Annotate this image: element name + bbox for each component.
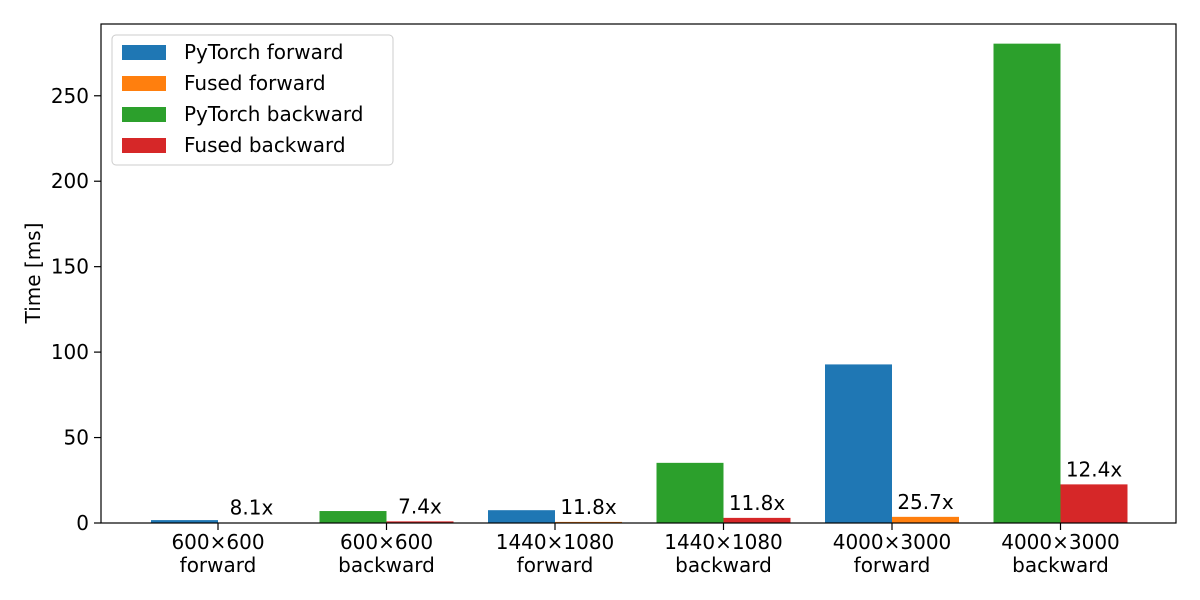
bar-fused-4 xyxy=(892,516,959,523)
legend-label-3: Fused backward xyxy=(184,133,346,157)
bar-labels-layer: 8.1x 7.4x 11.8x 11.8x 25.7x 12.4x xyxy=(230,457,1123,519)
y-axis: 0 50 100 150 200 250 xyxy=(51,84,101,535)
x-tick-label-4: 4000×3000 forward xyxy=(833,530,952,577)
speedup-label-5: 12.4x xyxy=(1066,457,1123,481)
y-tick-label-0: 0 xyxy=(76,511,89,535)
y-tick-label-3: 150 xyxy=(51,255,89,279)
legend-swatch-2 xyxy=(122,107,166,122)
speedup-label-2: 11.8x xyxy=(560,495,617,519)
bar-fused-1 xyxy=(386,521,454,523)
x-axis: 600×600 forward 600×600 backward 1440×1080 fo… xyxy=(171,523,1120,577)
bars-layer xyxy=(151,43,1128,523)
y-tick-label-1: 50 xyxy=(64,426,89,450)
x-tick-label-1: 600×600 backward xyxy=(338,530,435,577)
legend-label-1: Fused forward xyxy=(184,71,326,95)
x-tick-label-3: 1440×1080 backward xyxy=(664,530,783,577)
y-tick-label-2: 100 xyxy=(51,340,89,364)
legend-swatch-0 xyxy=(122,45,166,60)
y-tick-label-5: 250 xyxy=(51,84,89,108)
x-tick-label-0: 600×600 forward xyxy=(171,530,264,577)
bar-baseline-2 xyxy=(488,510,555,523)
speedup-label-4: 25.7x xyxy=(897,490,954,514)
bar-baseline-3 xyxy=(656,462,724,523)
legend: PyTorch forward Fused forward PyTorch back… xyxy=(111,34,394,166)
bar-fused-3 xyxy=(723,517,791,523)
speedup-label-3: 11.8x xyxy=(729,491,786,515)
legend-label-0: PyTorch forward xyxy=(184,40,343,64)
bar-baseline-5 xyxy=(993,43,1061,523)
speedup-label-1: 7.4x xyxy=(398,494,442,518)
y-axis-title: Time [ms] xyxy=(21,223,45,325)
x-tick-label-2: 1440×1080 forward xyxy=(496,530,615,577)
y-tick-label-4: 200 xyxy=(51,169,89,193)
bar-baseline-4 xyxy=(825,364,892,523)
bar-fused-5 xyxy=(1060,484,1128,523)
bar-baseline-0 xyxy=(151,520,218,523)
speedup-label-0: 8.1x xyxy=(230,496,274,520)
x-tick-label-5: 4000×3000 backward xyxy=(1001,530,1120,577)
legend-box xyxy=(111,34,394,166)
bar-baseline-1 xyxy=(319,511,387,523)
legend-label-2: PyTorch backward xyxy=(184,102,363,126)
legend-swatch-1 xyxy=(122,76,166,91)
legend-swatch-3 xyxy=(122,138,166,153)
plot-frame xyxy=(100,23,1177,524)
